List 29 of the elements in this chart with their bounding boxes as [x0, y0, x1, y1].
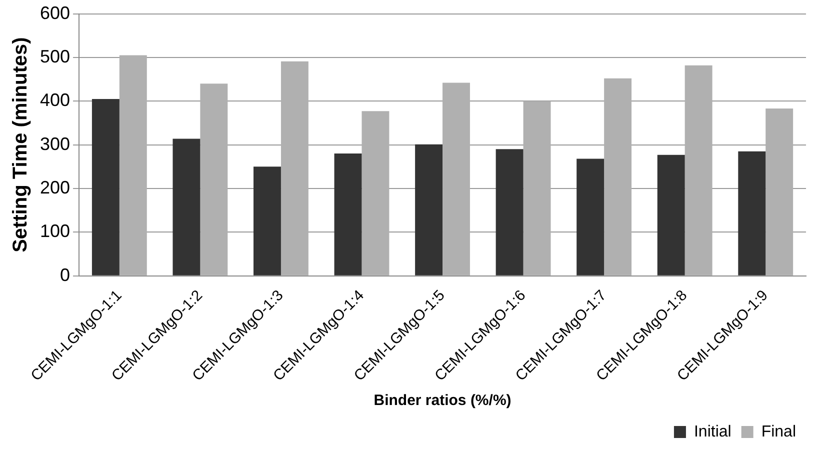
bar: [362, 111, 390, 276]
bar: [604, 78, 632, 276]
y-tick-label: 400: [40, 90, 70, 110]
bar: [684, 65, 712, 276]
y-axis-title: Setting Time (minutes): [10, 37, 32, 252]
bar: [738, 151, 766, 276]
bar: [334, 154, 362, 276]
bar: [496, 149, 524, 276]
bar: [657, 154, 685, 276]
bar: [254, 166, 281, 276]
y-tick-label: 200: [40, 177, 70, 198]
bar: [766, 108, 794, 276]
bar: [119, 55, 147, 276]
y-tick-label: 600: [40, 2, 70, 23]
bar: [523, 101, 551, 276]
y-tick-label: 0: [60, 264, 70, 285]
bar: [415, 144, 443, 276]
bar: [576, 158, 604, 276]
legend-label: Initial: [694, 423, 732, 440]
bar: [280, 61, 308, 276]
bar: [200, 84, 228, 276]
y-tick-label: 500: [40, 46, 70, 66]
bar: [92, 98, 120, 276]
legend-label: Final: [761, 423, 796, 440]
y-tick-label: 100: [40, 221, 70, 242]
bar: [172, 138, 200, 276]
y-tick-label: 300: [40, 134, 70, 154]
x-axis-title: Binder ratios (%/%): [374, 392, 512, 410]
bar: [442, 82, 470, 276]
